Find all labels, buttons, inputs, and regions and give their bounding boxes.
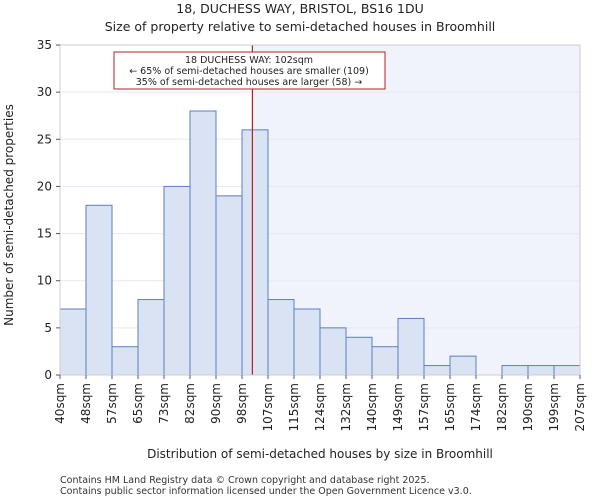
bar — [397, 317, 425, 376]
bar — [345, 336, 373, 376]
bar — [319, 327, 347, 376]
annotation-line-3: 35% of semi-detached houses are larger (… — [136, 77, 363, 88]
x-tick-label: 115sqm — [287, 383, 301, 431]
y-axis-label: Number of semi-detached properties — [2, 104, 16, 326]
bar — [293, 308, 321, 376]
bar — [111, 346, 139, 376]
x-tick-label: 157sqm — [417, 383, 431, 431]
bar — [449, 355, 477, 376]
x-tick-label: 182sqm — [495, 383, 509, 431]
x-tick-label: 40sqm — [53, 383, 67, 424]
annotation-line-1: 18 DUCHESS WAY: 102sqm — [185, 55, 313, 66]
footer-line-1: Contains HM Land Registry data © Crown c… — [60, 475, 430, 486]
bar — [423, 365, 451, 376]
y-tick-label: 0 — [44, 368, 52, 382]
bar — [59, 308, 87, 376]
x-tick-label: 73sqm — [157, 383, 171, 424]
y-tick-label: 5 — [44, 321, 52, 335]
bar — [553, 365, 581, 376]
bars — [59, 44, 581, 376]
y-tick-label: 20 — [37, 179, 52, 193]
bar — [215, 195, 243, 376]
chart-title: 18, DUCHESS WAY, BRISTOL, BS16 1DU — [176, 1, 424, 16]
x-tick-label: 48sqm — [79, 383, 93, 424]
bar — [163, 185, 191, 376]
x-tick-label: 57sqm — [105, 383, 119, 424]
x-axis-ticks: 40sqm 48sqm 57sqm 65sqm 73sqm 82sqm 90sqm 98sqm… — [53, 375, 587, 431]
x-tick-label: 107sqm — [261, 383, 275, 431]
x-tick-label: 207sqm — [573, 383, 587, 431]
bar — [137, 299, 165, 376]
x-tick-label: 65sqm — [131, 383, 145, 424]
bar — [501, 365, 529, 376]
y-axis-ticks: 0 5 10 15 20 25 30 35 — [37, 38, 60, 382]
y-tick-label: 35 — [37, 38, 52, 52]
x-tick-label: 199sqm — [547, 383, 561, 431]
x-tick-label: 90sqm — [209, 383, 223, 424]
x-tick-label: 132sqm — [339, 383, 353, 431]
annotation-box — [113, 51, 386, 90]
y-tick-label: 10 — [37, 274, 52, 288]
footer-line-2: Contains public sector information licen… — [60, 486, 472, 497]
y-tick-label: 25 — [37, 132, 52, 146]
x-tick-label: 140sqm — [365, 383, 379, 431]
x-tick-label: 174sqm — [469, 383, 483, 431]
y-tick-label: 15 — [37, 227, 52, 241]
chart-subtitle: Size of property relative to semi-detach… — [105, 19, 496, 34]
bar — [189, 110, 217, 376]
bar — [267, 299, 295, 376]
x-tick-label: 149sqm — [391, 383, 405, 431]
y-tick-label: 30 — [37, 85, 52, 99]
x-axis-label: Distribution of semi-detached houses by … — [147, 447, 493, 461]
annotation-line-2: ← 65% of semi-detached houses are smalle… — [129, 66, 369, 77]
bar — [527, 365, 555, 376]
x-tick-label: 165sqm — [443, 383, 457, 431]
x-tick-label: 98sqm — [235, 383, 249, 424]
bar — [241, 129, 269, 376]
bar — [371, 346, 399, 376]
x-tick-label: 124sqm — [313, 383, 327, 431]
x-tick-label: 190sqm — [521, 383, 535, 431]
x-tick-label: 82sqm — [183, 383, 197, 424]
bar — [85, 204, 113, 376]
